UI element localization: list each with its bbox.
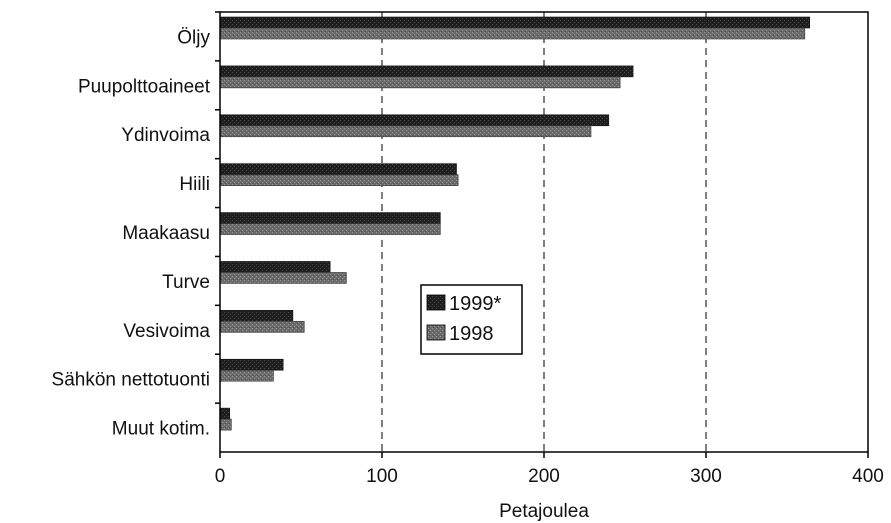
x-tick-label: 0: [215, 466, 226, 487]
bar-series-1: [219, 261, 331, 273]
bar-series-2: [219, 418, 232, 431]
bar-series-2: [219, 125, 592, 138]
bar-series-1: [219, 212, 441, 224]
bar-series-2: [219, 27, 806, 40]
x-tick-label: 200: [528, 466, 560, 487]
bar-series-1: [219, 163, 457, 175]
category-label: Sähkön nettotuonti: [52, 370, 210, 391]
legend: 1999* 1998: [420, 284, 523, 355]
legend-swatch: [426, 324, 446, 341]
x-axis-title: Petajoulea: [499, 501, 589, 522]
bar-series-1: [219, 358, 284, 371]
x-tick-label: 300: [690, 466, 722, 487]
legend-label: 1998: [449, 323, 494, 345]
bar-series-1: [219, 114, 610, 127]
bar-series-1: [219, 16, 810, 29]
bar-series-1: [219, 407, 231, 420]
bar-series-2: [219, 369, 274, 382]
bar-series-1: [219, 65, 634, 78]
bar-series-2: [219, 223, 441, 235]
category-label: Öljy: [177, 27, 210, 48]
bar-series-2: [219, 174, 459, 186]
category-label: Turve: [162, 272, 210, 293]
legend-label: 1999*: [449, 293, 501, 315]
category-label: Ydinvoima: [121, 125, 210, 146]
bar-series-1: [219, 310, 294, 322]
bar-series-2: [219, 321, 305, 333]
x-axis-ticks: 0 100 200 300 400: [215, 452, 884, 487]
legend-box: [420, 284, 523, 355]
x-tick-label: 100: [366, 466, 398, 487]
bar-series-2: [219, 76, 621, 89]
category-label: Muut kotim.: [112, 419, 210, 440]
category-label: Maakaasu: [122, 223, 210, 244]
category-label: Puupolttoaineet: [78, 76, 211, 97]
category-label: Hiili: [179, 174, 210, 195]
legend-swatch: [426, 294, 446, 311]
x-tick-label: 400: [852, 466, 884, 487]
category-label: Vesivoima: [123, 321, 210, 342]
bars: [219, 16, 810, 431]
bar-series-2: [219, 272, 347, 284]
y-axis-categories: Öljy Puupolttoaineet Ydinvoima Hiili Maakaas…: [52, 11, 220, 440]
